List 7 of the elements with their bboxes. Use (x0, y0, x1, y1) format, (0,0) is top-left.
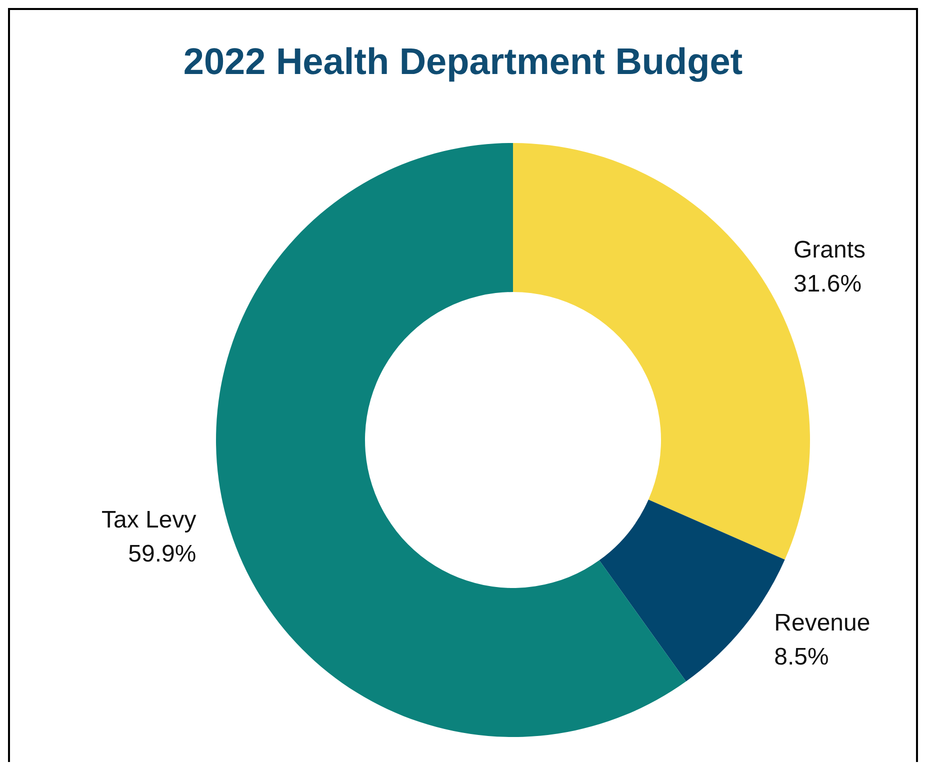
slice-label: Tax Levy (101, 506, 196, 534)
slice-label: Revenue (774, 609, 870, 636)
data-label: 8.5% (774, 643, 829, 670)
chart-title: 2022 Health Department Budget (183, 41, 743, 82)
data-label: 59.9% (128, 540, 196, 568)
data-label: 31.6% (793, 270, 862, 298)
slice-label: Grants (793, 236, 866, 264)
